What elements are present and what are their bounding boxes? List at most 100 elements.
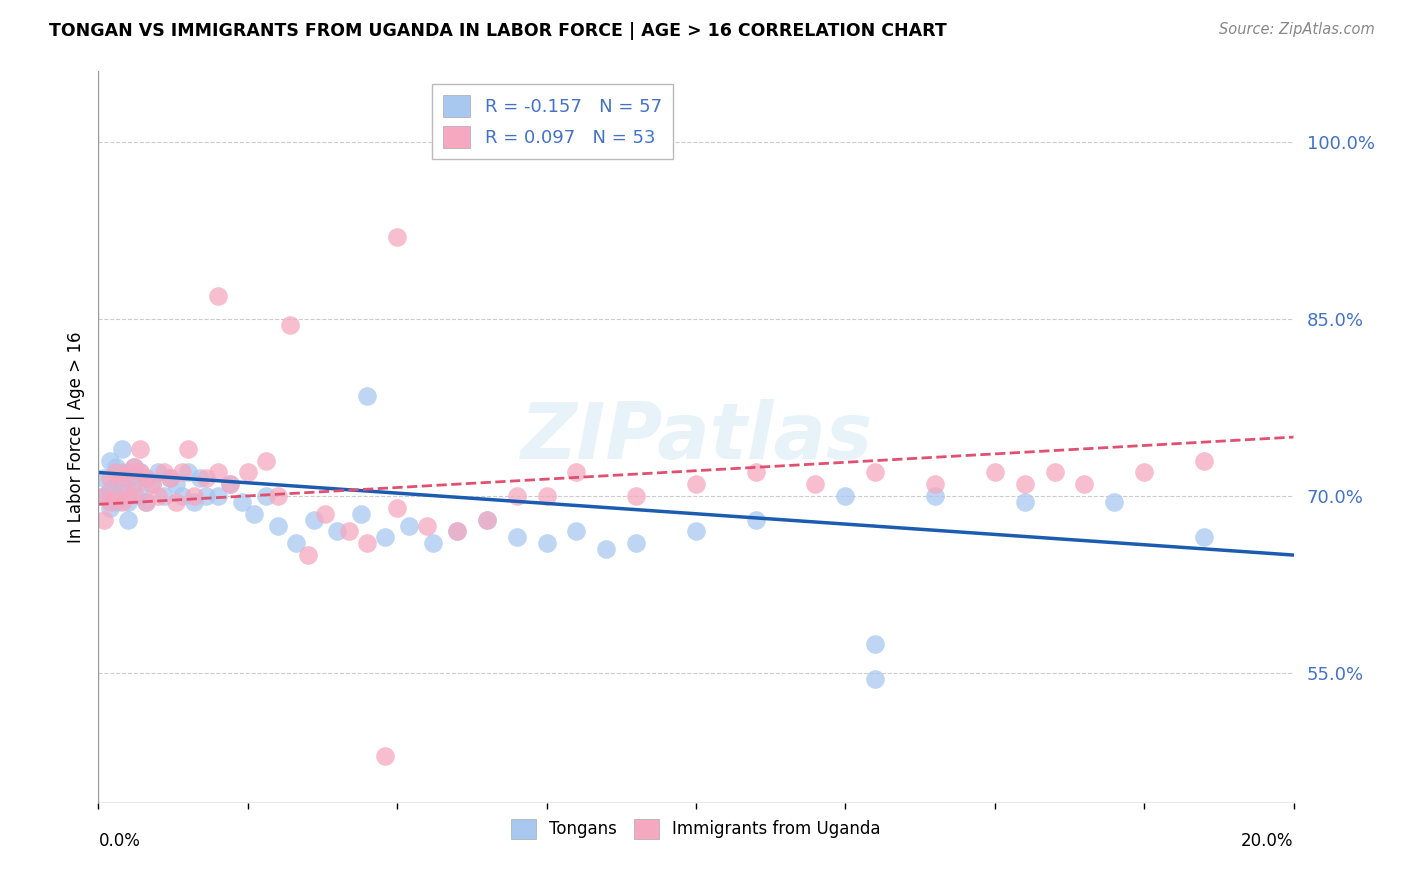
Point [356, 536, 378, 550]
Point [135, 495, 157, 509]
Point [446, 524, 468, 539]
Point [183, 495, 205, 509]
Point [124, 459, 146, 474]
Point [924, 477, 946, 491]
Point [105, 495, 128, 509]
Point [685, 524, 707, 539]
Point [219, 477, 242, 491]
Text: Source: ZipAtlas.com: Source: ZipAtlas.com [1219, 22, 1375, 37]
Point [98, 500, 122, 515]
Point [153, 489, 176, 503]
Point [141, 477, 163, 491]
Point [117, 513, 139, 527]
Point [98, 495, 122, 509]
Point [398, 518, 420, 533]
Point [135, 495, 157, 509]
Point [124, 459, 146, 474]
Point [626, 536, 648, 550]
Point [111, 442, 134, 456]
Point [195, 489, 218, 503]
Point [117, 495, 139, 509]
Point [183, 489, 205, 503]
Point [231, 495, 253, 509]
Point [1043, 466, 1066, 480]
Point [117, 471, 139, 485]
Point [129, 489, 152, 503]
Point [1014, 477, 1036, 491]
Point [302, 513, 325, 527]
Point [98, 471, 122, 485]
Point [924, 489, 946, 503]
Point [117, 489, 139, 503]
Point [865, 672, 887, 686]
Point [124, 483, 146, 498]
Point [207, 288, 229, 302]
Point [385, 500, 409, 515]
Point [326, 524, 349, 539]
Point [506, 530, 529, 544]
Point [111, 495, 134, 509]
Point [236, 466, 259, 480]
Point [111, 483, 134, 498]
Point [506, 489, 529, 503]
Point [141, 477, 163, 491]
Point [165, 477, 187, 491]
Point [446, 524, 468, 539]
Point [105, 477, 128, 491]
Point [356, 389, 378, 403]
Point [159, 471, 181, 485]
Point [626, 489, 648, 503]
Point [865, 466, 887, 480]
Point [117, 466, 139, 480]
Point [93, 489, 115, 503]
Point [93, 513, 115, 527]
Point [1133, 466, 1156, 480]
Point [159, 471, 181, 485]
Point [297, 548, 319, 562]
Point [315, 507, 337, 521]
Point [148, 466, 170, 480]
Point [172, 489, 194, 503]
Point [98, 483, 122, 498]
Point [267, 489, 290, 503]
Legend: Tongans, Immigrants from Uganda: Tongans, Immigrants from Uganda [505, 812, 887, 846]
Point [267, 518, 290, 533]
Point [207, 466, 229, 480]
Point [135, 471, 157, 485]
Point [93, 489, 115, 503]
Point [565, 524, 588, 539]
Point [172, 466, 194, 480]
Point [834, 489, 856, 503]
Text: TONGAN VS IMMIGRANTS FROM UGANDA IN LABOR FORCE | AGE > 16 CORRELATION CHART: TONGAN VS IMMIGRANTS FROM UGANDA IN LABO… [49, 22, 948, 40]
Point [243, 507, 266, 521]
Point [111, 466, 134, 480]
Point [804, 477, 827, 491]
Point [385, 229, 409, 244]
Point [135, 471, 157, 485]
Point [105, 466, 128, 480]
Point [254, 453, 277, 467]
Point [1073, 477, 1095, 491]
Point [1192, 453, 1215, 467]
Point [1104, 495, 1126, 509]
Point [422, 536, 444, 550]
Point [374, 530, 396, 544]
Point [111, 471, 134, 485]
Point [416, 518, 439, 533]
Point [148, 489, 170, 503]
Point [129, 442, 152, 456]
Point [536, 489, 558, 503]
Point [350, 507, 373, 521]
Point [1192, 530, 1215, 544]
Point [278, 318, 301, 332]
Point [475, 513, 498, 527]
Point [129, 466, 152, 480]
Point [93, 471, 115, 485]
Point [165, 495, 187, 509]
Point [284, 536, 307, 550]
Point [595, 542, 617, 557]
Point [254, 489, 277, 503]
Point [105, 459, 128, 474]
Point [565, 466, 588, 480]
Point [374, 748, 396, 763]
